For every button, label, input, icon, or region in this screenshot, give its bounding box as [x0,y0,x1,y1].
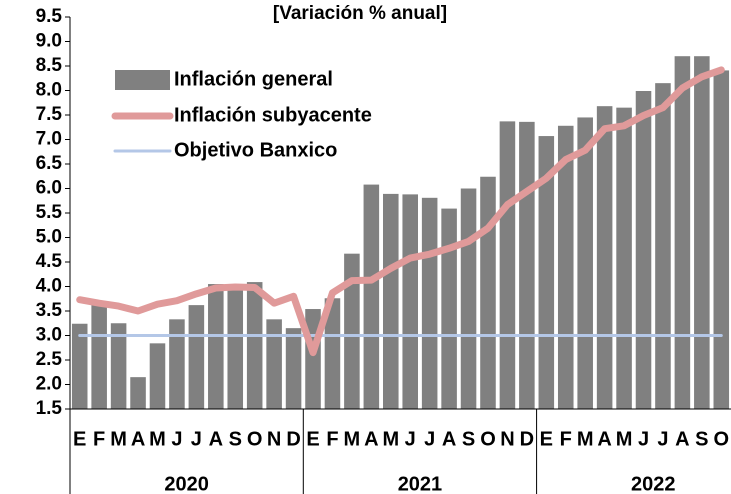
x-tick-label: D [520,428,534,450]
x-tick-label: S [462,428,475,450]
bar [635,90,652,410]
x-tick-label: S [695,428,708,450]
y-tick-label: 8.5 [36,55,63,76]
x-tick-label: E [540,428,553,450]
year-label: 2022 [631,473,676,494]
bar [188,305,205,409]
x-tick-label: N [267,428,281,450]
bar [538,136,555,409]
x-tick-label: J [171,428,182,450]
x-tick-label: F [93,428,105,450]
bar [519,121,535,410]
x-tick-label: E [73,428,86,450]
x-tick-label: J [657,428,668,450]
y-tick-label: 2.0 [36,374,62,395]
x-tick-label: D [286,428,300,450]
bar [674,56,691,409]
x-tick-label: A [209,428,223,450]
line-series [76,66,725,357]
x-tick-label: M [149,428,166,450]
x-tick-label: A [675,428,689,450]
bar [480,176,496,409]
bar [383,193,399,409]
y-tick-label: 4.0 [36,276,62,297]
bar [110,323,127,409]
bar [694,56,710,409]
x-tick-label: A [131,428,145,450]
legend-label: Inflación subyacente [174,104,372,126]
x-tick-label: J [638,428,649,450]
x-tick-label: O [480,428,496,450]
y-tick-label: 6.5 [36,153,63,174]
bar [363,184,380,409]
bar [344,253,360,409]
bar [227,286,244,409]
x-tick-label: F [560,428,572,450]
bar [91,301,107,409]
x-tick-label: S [229,428,242,450]
x-tick-label: M [110,428,127,450]
x-tick-label: M [382,428,399,450]
bar [208,284,224,409]
bar [441,208,457,409]
bar [655,83,671,410]
y-tick-label: 6.0 [36,178,62,199]
bar [266,319,282,409]
bar [577,117,593,409]
bar [305,309,321,409]
y-tick-label: 9.5 [36,6,63,27]
x-tick-label: J [405,428,416,450]
y-tick-label: 1.5 [36,398,63,419]
x-tick-label: F [326,428,338,450]
bar [460,188,477,409]
bar [402,194,418,409]
y-tick-label: 3.0 [36,325,62,346]
x-tick-label: O [247,428,263,450]
x-tick-label: M [616,428,633,450]
bar [596,106,613,410]
x-tick-label: J [191,428,202,450]
x-tick-label: J [424,428,435,450]
y-tick-label: 2.5 [36,349,63,370]
x-tick-label: A [364,428,378,450]
legend-label: Objetivo Banxico [174,139,337,161]
x-tick-label: M [577,428,594,450]
bar [557,125,574,409]
y-tick-label: 3.5 [36,300,63,321]
bar [149,343,166,409]
x-tick-label: M [344,428,361,450]
y-tick-label: 7.5 [36,104,63,125]
x-tick-label: E [306,428,319,450]
legend-swatch [115,70,170,90]
bar [713,70,730,409]
legend-label: Inflación general [174,68,333,90]
y-tick-label: 5.5 [36,202,63,223]
year-label: 2021 [398,473,443,494]
bar [130,377,146,409]
bar [169,319,185,409]
y-tick-label: 9.0 [36,31,62,52]
bar [285,328,302,409]
y-tick-label: 5.0 [36,227,62,248]
bar [324,298,341,409]
bar [246,282,263,409]
year-label: 2020 [164,473,209,494]
bar [421,197,438,409]
chart-title: [Variación % anual] [273,3,447,24]
bar [499,121,516,410]
x-tick-label: O [713,428,729,450]
x-tick-label: A [597,428,611,450]
y-tick-label: 8.0 [36,80,62,101]
y-tick-label: 4.5 [36,251,63,272]
x-tick-label: A [442,428,456,450]
y-tick-label: 7.0 [36,129,62,150]
x-tick-label: N [500,428,514,450]
bar [616,107,632,410]
bar [71,323,88,409]
